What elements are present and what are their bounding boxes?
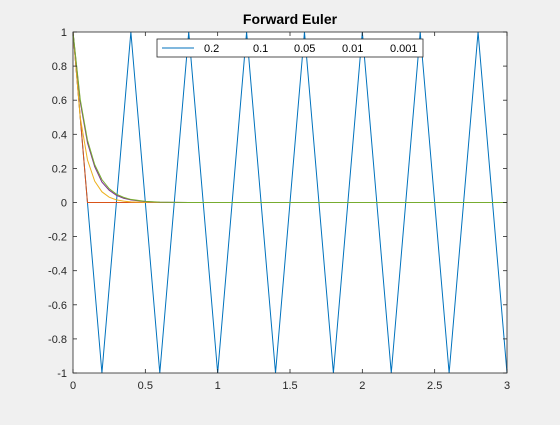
x-tick-label: 2.5	[427, 380, 442, 392]
y-tick-label: -0.6	[48, 300, 67, 312]
x-tick-labels: 0 0.5 1 1.5 2 2.5 3	[70, 380, 510, 392]
legend-label-0.001: 0.001	[390, 43, 418, 55]
x-tick-label: 1.5	[282, 380, 297, 392]
x-tick-label: 3	[504, 380, 510, 392]
y-tick-label: 1	[61, 27, 67, 39]
y-tick-label: -0.8	[48, 334, 67, 346]
y-tick-label: -1	[57, 368, 67, 380]
legend-label-0.2: 0.2	[204, 43, 219, 55]
chart-title: Forward Euler	[243, 11, 338, 27]
y-tick-label: 0.8	[52, 61, 67, 73]
legend-label-0.05: 0.05	[294, 43, 315, 55]
x-tick-label: 1	[215, 380, 221, 392]
ticks-layer	[72, 31, 508, 374]
legend-labels: 0.2 0.1 0.05 0.01 0.001	[204, 43, 418, 55]
legend-box	[156, 38, 424, 58]
y-tick-label: 0.4	[52, 129, 67, 141]
y-tick-label: 0.6	[52, 95, 67, 107]
legend[interactable]: 0.2 0.1 0.05 0.01 0.001	[156, 38, 424, 58]
x-tick-label: 0	[70, 380, 76, 392]
y-tick-labels: -1 -0.8 -0.6 -0.4 -0.2 0 0.2 0.4 0.6 0.8 1	[48, 27, 67, 380]
legend-label-0.1: 0.1	[253, 43, 268, 55]
series-layer	[72, 31, 508, 374]
y-tick-label: -0.4	[48, 266, 67, 278]
x-tick-label: 2	[359, 380, 365, 392]
y-tick-label: 0	[61, 198, 67, 210]
y-tick-label: 0.2	[52, 163, 67, 175]
legend-label-0.01: 0.01	[342, 43, 363, 55]
series-line-0.001	[72, 31, 507, 203]
y-tick-label: -0.2	[48, 232, 67, 244]
x-tick-label: 0.5	[138, 380, 153, 392]
